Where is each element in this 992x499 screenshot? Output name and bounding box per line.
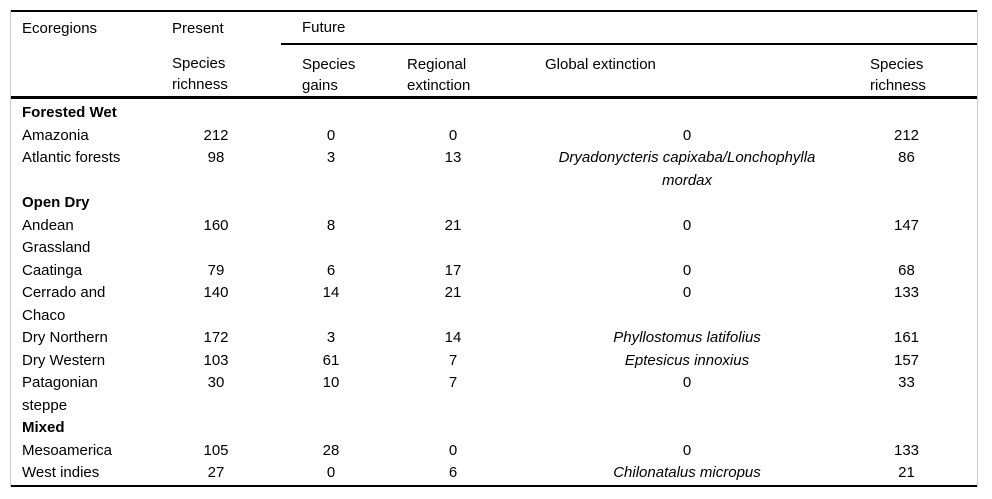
cell-present-species-richness: 30 (207, 374, 225, 391)
cell-global-extinction: 0 (682, 216, 692, 234)
cell-regional-extinction: 17 (444, 261, 462, 279)
cell-ecoregion: Cerrado and Chaco (22, 284, 106, 324)
cell-present-species-richness: 103 (203, 351, 229, 369)
col-header-future-species-richness: Species richness (861, 44, 978, 99)
table-row: Mesoamerica 105 28 0 0 133 (11, 440, 977, 463)
cell-species-gains: 6 (326, 261, 336, 279)
cell-regional-extinction: 6 (448, 464, 458, 481)
cell-ecoregion: Patagonian steppe (22, 374, 98, 414)
cell-future-species-richness: 33 (898, 374, 915, 391)
cell-ecoregion: Dry Northern (22, 329, 108, 346)
cell-future-species-richness: 21 (898, 464, 915, 481)
cell-species-gains: 14 (322, 284, 340, 301)
cell-species-gains: 0 (326, 126, 336, 144)
cell-regional-extinction: 0 (448, 126, 458, 144)
cell-present-species-richness: 105 (203, 441, 229, 459)
cell-species-gains: 61 (322, 351, 340, 369)
cell-present-species-richness: 27 (207, 464, 225, 481)
group-label: Mixed (22, 419, 65, 436)
cell-regional-extinction: 21 (444, 216, 462, 234)
cell-ecoregion: Mesoamerica (22, 441, 113, 459)
col-header-regional-extinction: Regional extinction (381, 44, 531, 99)
col-header-global-extinction: Global extinction (531, 44, 861, 99)
cell-future-species-richness: 86 (898, 149, 915, 166)
cell-species-gains: 10 (322, 374, 340, 391)
cell-regional-extinction: 0 (448, 441, 458, 459)
ecoregions-table: Ecoregions Present Future Species richne… (11, 10, 978, 487)
col-header-spacer (11, 44, 161, 99)
cell-regional-extinction: 13 (444, 149, 462, 166)
table-row: Patagonian steppe 30 10 7 0 33 (11, 372, 977, 417)
col-header-ecoregions: Ecoregions (22, 19, 98, 37)
table-header: Ecoregions Present Future Species richne… (11, 11, 978, 99)
cell-species-gains: 0 (326, 464, 336, 481)
table-row: West indies 27 0 6 Chilonatalus micropus 21 (11, 462, 977, 486)
col-header-present: Present (172, 19, 224, 37)
cell-future-species-richness: 157 (894, 351, 920, 369)
cell-ecoregion: Amazonia (22, 126, 89, 144)
cell-species-gains: 3 (326, 329, 336, 346)
cell-future-species-richness: 147 (894, 216, 920, 234)
cell-global-extinction: Eptesicus innoxius (624, 351, 750, 369)
cell-future-species-richness: 133 (894, 284, 920, 301)
cell-species-gains: 8 (326, 216, 336, 234)
table-row: Dry Northern 172 3 14 Phyllostomus latifoliu… (11, 327, 977, 350)
table-row: Caatinga 79 6 17 0 68 (11, 260, 977, 283)
table-row: Amazonia 212 0 0 0 212 (11, 125, 977, 148)
col-header-present-species-richness: Species richness (161, 44, 281, 99)
cell-present-species-richness: 160 (203, 216, 229, 234)
cell-global-extinction: 0 (682, 284, 692, 301)
cell-ecoregion: Andean Grassland (22, 216, 91, 257)
cell-global-extinction: 0 (682, 261, 692, 279)
cell-species-gains: 28 (322, 441, 340, 459)
cell-global-extinction: 0 (682, 374, 692, 391)
cell-future-species-richness: 212 (894, 126, 920, 144)
group-label: Open Dry (22, 194, 90, 211)
cell-ecoregion: West indies (22, 464, 100, 481)
table-row: Dry Western 103 61 7 Eptesicus innoxius 157 (11, 350, 977, 373)
table-row: Cerrado and Chaco 140 14 21 0 133 (11, 282, 977, 327)
cell-global-extinction: 0 (682, 441, 692, 459)
cell-global-extinction: 0 (682, 126, 692, 144)
cell-regional-extinction: 21 (444, 284, 462, 301)
cell-present-species-richness: 79 (207, 261, 225, 279)
table-row: Andean Grassland 160 8 21 0 147 (11, 215, 977, 260)
cell-global-extinction: Chilonatalus micropus (613, 464, 761, 481)
cell-present-species-richness: 172 (203, 329, 229, 346)
table-row: Atlantic forests 98 3 13 Dryadonycteris capi… (11, 147, 977, 192)
cell-future-species-richness: 133 (894, 441, 920, 459)
col-header-future: Future (281, 11, 978, 45)
group-header-row: Mixed (11, 417, 977, 440)
cell-regional-extinction: 14 (444, 329, 462, 346)
cell-regional-extinction: 7 (448, 374, 458, 391)
group-header-row: Forested Wet (11, 98, 977, 125)
cell-present-species-richness: 212 (203, 126, 229, 144)
table-body: Forested Wet Amazonia 212 0 0 0 212 Atlantic fo… (11, 98, 977, 486)
cell-species-gains: 3 (326, 149, 336, 166)
cell-global-extinction: Phyllostomus latifolius (613, 329, 761, 346)
cell-future-species-richness: 161 (894, 329, 920, 346)
header-row-top: Ecoregions Present Future (11, 11, 978, 45)
header-row-sub: Species richness Species gains Regional … (11, 44, 978, 99)
cell-present-species-richness: 98 (207, 149, 225, 166)
group-header-row: Open Dry (11, 192, 977, 215)
cell-ecoregion: Atlantic forests (22, 149, 121, 166)
cell-global-extinction: Dryadonycteris capixaba/Lonchophylla mor… (558, 149, 816, 189)
group-label: Forested Wet (22, 104, 117, 121)
cell-ecoregion: Dry Western (22, 351, 106, 369)
cell-future-species-richness: 68 (898, 261, 915, 279)
cell-regional-extinction: 7 (448, 351, 458, 369)
ecoregions-table-container: Ecoregions Present Future Species richne… (10, 10, 978, 487)
cell-ecoregion: Caatinga (22, 261, 83, 279)
col-header-species-gains: Species gains (281, 44, 381, 99)
cell-present-species-richness: 140 (203, 284, 229, 301)
